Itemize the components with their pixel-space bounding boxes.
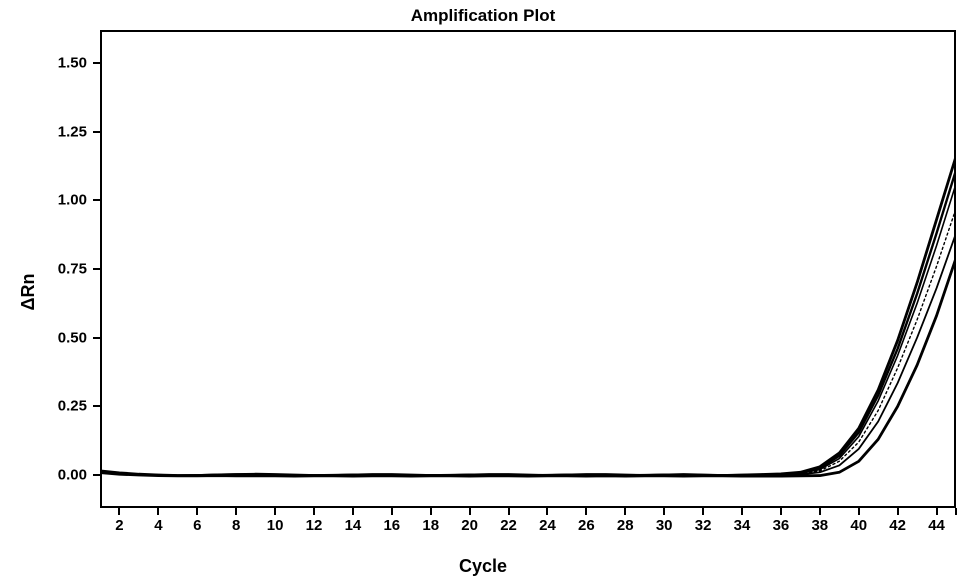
x-tick-label: 8 [232, 517, 240, 534]
y-tick [93, 199, 100, 201]
x-tick [585, 508, 587, 515]
x-tick-label: 22 [500, 517, 517, 534]
y-tick-label: 1.00 [0, 192, 87, 209]
x-tick [352, 508, 354, 515]
curve-4-dotted [100, 209, 956, 476]
y-tick [93, 474, 100, 476]
x-tick [897, 508, 899, 515]
x-tick-label: 16 [383, 517, 400, 534]
x-tick [469, 508, 471, 515]
x-tick-label: 34 [734, 517, 751, 534]
x-tick-label: 28 [617, 517, 634, 534]
curve-overlay [0, 0, 966, 583]
curve-6 [100, 258, 956, 476]
y-tick [93, 268, 100, 270]
y-tick [93, 62, 100, 64]
x-tick-label: 4 [154, 517, 162, 534]
x-tick [196, 508, 198, 515]
x-tick-label: 10 [267, 517, 284, 534]
x-tick-label: 6 [193, 517, 201, 534]
y-tick-label: 1.50 [0, 54, 87, 71]
x-tick [391, 508, 393, 515]
x-tick [313, 508, 315, 515]
curve-5 [100, 233, 956, 475]
x-tick [157, 508, 159, 515]
x-tick-label: 20 [461, 517, 478, 534]
x-tick-label: 12 [306, 517, 323, 534]
x-tick [546, 508, 548, 515]
x-tick-label: 26 [578, 517, 595, 534]
x-tick [508, 508, 510, 515]
curve-1 [100, 156, 956, 475]
y-tick-label: 0.00 [0, 467, 87, 484]
amplification-plot-container: Amplification Plot ΔRn Cycle 0.000.250.5… [0, 0, 966, 583]
x-tick [235, 508, 237, 515]
curve-3 [100, 184, 956, 475]
x-tick [274, 508, 276, 515]
x-tick-label: 24 [539, 517, 556, 534]
y-tick-label: 0.75 [0, 261, 87, 278]
x-tick [624, 508, 626, 515]
x-tick-label: 2 [115, 517, 123, 534]
y-tick-label: 0.50 [0, 329, 87, 346]
x-tick-label: 36 [773, 517, 790, 534]
x-tick-label: 44 [928, 517, 945, 534]
curve-2 [100, 170, 956, 475]
x-tick [780, 508, 782, 515]
x-tick-label: 30 [656, 517, 673, 534]
x-tick [702, 508, 704, 515]
y-tick [93, 337, 100, 339]
x-tick-label: 14 [345, 517, 362, 534]
x-tick-label: 42 [889, 517, 906, 534]
x-tick-label: 40 [850, 517, 867, 534]
x-tick [663, 508, 665, 515]
y-tick-label: 0.25 [0, 398, 87, 415]
x-tick [430, 508, 432, 515]
x-tick [936, 508, 938, 515]
x-tick-label: 32 [695, 517, 712, 534]
x-tick [858, 508, 860, 515]
x-tick [118, 508, 120, 515]
y-tick [93, 131, 100, 133]
x-tick [955, 508, 957, 515]
x-tick [741, 508, 743, 515]
x-tick [819, 508, 821, 515]
y-tick-label: 1.25 [0, 123, 87, 140]
x-tick-label: 18 [422, 517, 439, 534]
y-tick [93, 405, 100, 407]
x-tick-label: 38 [811, 517, 828, 534]
